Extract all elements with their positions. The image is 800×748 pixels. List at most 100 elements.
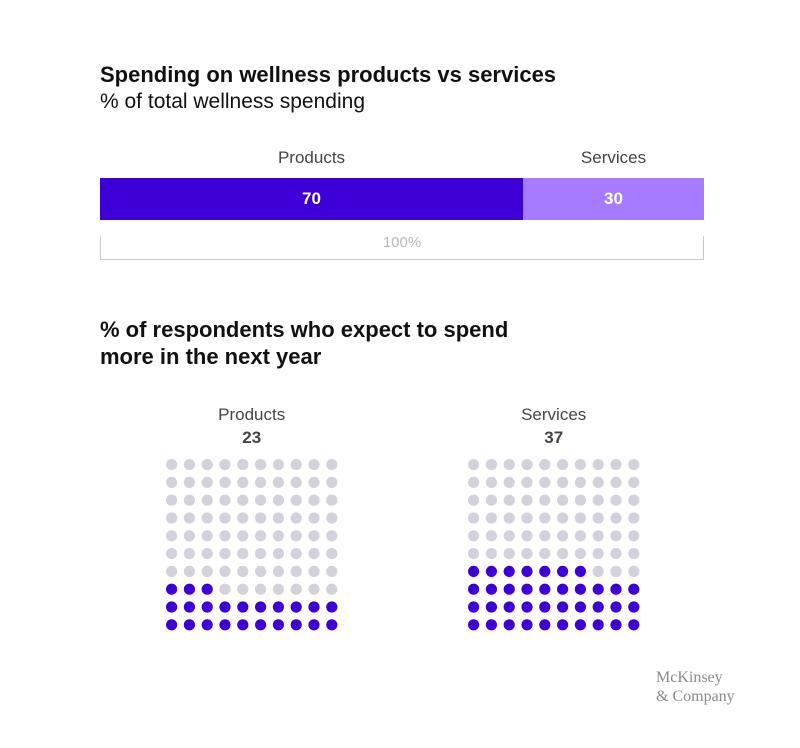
waffle-dot-empty xyxy=(237,512,249,524)
waffle-dot-filled xyxy=(539,583,551,595)
waffle-dot-filled xyxy=(255,619,267,631)
waffle-dot-empty xyxy=(237,530,249,542)
waffle-dot-empty xyxy=(237,583,249,595)
waffle-dot-filled xyxy=(219,601,231,613)
bar-segment-products: 70 xyxy=(100,178,523,220)
waffle-dot-empty xyxy=(219,565,231,577)
waffle-dot-filled xyxy=(237,619,249,631)
waffle-dot-filled xyxy=(521,601,533,613)
waffle-dot-filled xyxy=(326,601,338,613)
waffle-dot-empty xyxy=(308,583,320,595)
waffle-dot-empty xyxy=(521,476,533,488)
logo-line-2: & Company xyxy=(656,688,735,705)
waffle-dot-empty xyxy=(592,530,604,542)
waffle-dot-filled xyxy=(183,583,195,595)
waffle-dot-empty xyxy=(485,512,497,524)
waffle-dot-filled xyxy=(183,601,195,613)
waffle-dot-filled xyxy=(628,601,640,613)
bar-segment-services: 30 xyxy=(523,178,704,220)
waffle-dot-empty xyxy=(592,548,604,560)
waffle-dot-empty xyxy=(166,565,178,577)
waffle-dot-empty xyxy=(326,565,338,577)
waffle-dot-empty xyxy=(308,548,320,560)
waffle-dot-empty xyxy=(255,494,267,506)
waffle-dot-empty xyxy=(166,494,178,506)
waffle-dot-empty xyxy=(326,548,338,560)
waffle-dot-empty xyxy=(592,494,604,506)
waffle-dot-empty xyxy=(539,459,551,471)
waffle-dot-filled xyxy=(255,601,267,613)
waffle-dot-empty xyxy=(183,459,195,471)
waffle-dot-empty xyxy=(219,530,231,542)
waffle-dot-filled xyxy=(503,565,515,577)
waffle-dot-empty xyxy=(628,459,640,471)
waffle-dot-empty xyxy=(183,494,195,506)
waffle-dot-filled xyxy=(166,601,178,613)
waffle-dot-empty xyxy=(308,530,320,542)
waffle-dot-filled xyxy=(183,619,195,631)
waffle-dot-filled xyxy=(308,601,320,613)
waffle-dot-filled xyxy=(539,619,551,631)
waffle-dot-empty xyxy=(290,459,302,471)
waffle-dot-empty xyxy=(183,512,195,524)
chart-subtitle: % of total wellness spending xyxy=(100,90,365,113)
waffle-dot-filled xyxy=(557,601,569,613)
waffle-dot-empty xyxy=(521,494,533,506)
waffle-dot-empty xyxy=(201,530,213,542)
waffle-dot-filled xyxy=(201,619,213,631)
waffle-dot-empty xyxy=(237,459,249,471)
waffle-dot-empty xyxy=(201,548,213,560)
waffle-dot-empty xyxy=(539,530,551,542)
chart-title: Spending on wellness products vs service… xyxy=(100,62,557,87)
waffle-dot-empty xyxy=(557,548,569,560)
waffle-dot-empty xyxy=(272,548,284,560)
waffle-dot-empty xyxy=(468,512,480,524)
waffle-dot-filled xyxy=(468,583,480,595)
waffle-dot-empty xyxy=(272,583,284,595)
waffle-dot-filled xyxy=(201,583,213,595)
waffle-dot-empty xyxy=(468,494,480,506)
waffle-dot-empty xyxy=(628,476,640,488)
waffle-dot-filled xyxy=(592,601,604,613)
logo-line-1: McKinsey xyxy=(656,669,723,686)
waffle-dot-empty xyxy=(503,476,515,488)
waffle-dot-empty xyxy=(201,459,213,471)
waffle-dot-empty xyxy=(574,530,586,542)
waffle-dot-empty xyxy=(255,530,267,542)
waffle-dot-empty xyxy=(166,548,178,560)
waffle-dot-empty xyxy=(628,494,640,506)
waffle-dot-empty xyxy=(237,476,249,488)
waffle-dot-filled xyxy=(610,583,622,595)
waffle-dot-empty xyxy=(290,583,302,595)
waffle-dot-filled xyxy=(574,601,586,613)
waffle-dot-filled xyxy=(237,601,249,613)
waffle-dot-empty xyxy=(503,530,515,542)
waffle-dot-empty xyxy=(326,494,338,506)
waffle-dot-filled xyxy=(290,601,302,613)
waffle-dot-empty xyxy=(574,494,586,506)
waffle-grid-products xyxy=(166,459,338,631)
waffle-dot-filled xyxy=(557,565,569,577)
waffle-dot-empty xyxy=(272,476,284,488)
waffle-dot-empty xyxy=(201,565,213,577)
waffle-dot-empty xyxy=(326,459,338,471)
waffle-dot-filled xyxy=(574,565,586,577)
waffle-dot-empty xyxy=(219,548,231,560)
waffle-value-services: 37 xyxy=(544,428,564,447)
waffle-dot-filled xyxy=(628,619,640,631)
waffle-dot-empty xyxy=(592,512,604,524)
waffle-dot-empty xyxy=(219,512,231,524)
waffle-dot-empty xyxy=(468,476,480,488)
waffle-dot-empty xyxy=(628,565,640,577)
waffle-dot-empty xyxy=(485,476,497,488)
waffle-dot-filled xyxy=(201,601,213,613)
waffle-dot-empty xyxy=(610,565,622,577)
waffle-dot-filled xyxy=(557,583,569,595)
waffle-dot-empty xyxy=(592,476,604,488)
waffle-dot-empty xyxy=(308,494,320,506)
waffle-dot-empty xyxy=(485,548,497,560)
waffle-dot-empty xyxy=(592,459,604,471)
waffle-dot-empty xyxy=(255,583,267,595)
waffle-dot-filled xyxy=(574,619,586,631)
waffle-dot-empty xyxy=(326,530,338,542)
